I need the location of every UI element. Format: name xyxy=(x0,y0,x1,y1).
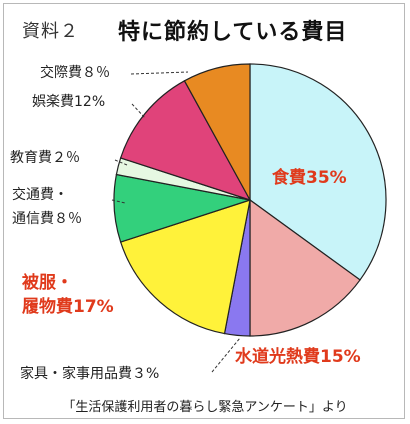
slice-label-clothing-line1: 被服・ xyxy=(22,272,73,293)
leader-line-household xyxy=(211,337,241,373)
leader-line-social xyxy=(130,71,189,75)
leader-line-leisure xyxy=(131,103,146,119)
document-tag: 資料２ xyxy=(22,21,79,42)
leader-lines xyxy=(111,71,241,373)
slice-label-transport-line2: 通信費８％ xyxy=(12,211,82,227)
leader-line-education xyxy=(114,159,128,166)
slice-label-leisure: 娯楽費12% xyxy=(32,94,105,110)
slice-label-utility: 水道光熱費15% xyxy=(235,346,361,367)
slice-label-transport-line1: 交通費・ xyxy=(12,186,68,203)
pie-slice-social xyxy=(183,63,251,201)
source-note: 「生活保護利用者の暮らし緊急アンケート」より xyxy=(62,400,348,415)
leader-line-transport xyxy=(111,199,126,204)
pie-slice-clothing xyxy=(119,199,251,335)
slice-label-education: 教育費２％ xyxy=(10,150,80,166)
pie-slice-food xyxy=(249,63,387,281)
slice-label-household: 家具・家事用品費３% xyxy=(20,365,159,382)
slice-label-social: 交際費８％ xyxy=(40,64,110,81)
pie-slices xyxy=(113,63,387,337)
slice-labels: 食費35% 水道光熱費15% 家具・家事用品費３% 被服・履物費17% 交通費・通信費８… xyxy=(10,64,361,382)
slice-label-clothing-line2: 履物費17% xyxy=(22,296,114,317)
slice-label-food: 食費35% xyxy=(272,167,347,188)
pie-slice-utility xyxy=(249,198,361,337)
chart-main-title: 特に節約している費目 xyxy=(118,20,348,45)
pie-slice-leisure xyxy=(119,80,252,202)
